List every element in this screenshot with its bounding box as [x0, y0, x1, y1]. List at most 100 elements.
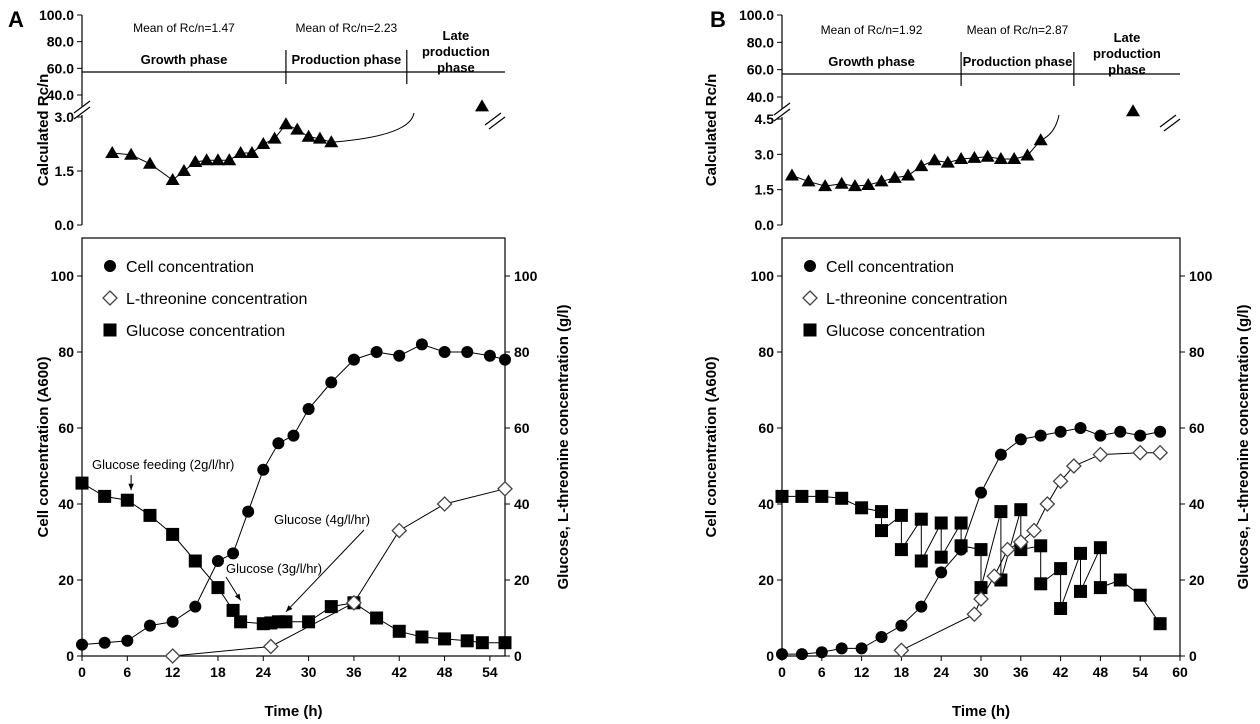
rcn-point [176, 164, 191, 176]
data-point [999, 541, 1016, 558]
data-point [1074, 422, 1087, 434]
data-point [143, 508, 157, 522]
rcn-point [210, 153, 225, 166]
y-tick-label: 0 [766, 648, 774, 664]
data-point [1054, 425, 1067, 438]
legend-marker [103, 323, 117, 337]
data-point [973, 591, 989, 607]
data-point [815, 489, 829, 503]
rcn-ytick-label: 100.0 [39, 7, 74, 23]
data-point [875, 524, 888, 538]
x-tick-label: 54 [1132, 664, 1148, 680]
rcn-point [233, 146, 248, 158]
legend: Cell concentration L-threonine concentrat… [802, 259, 1007, 340]
x-tick-label: 36 [1013, 664, 1029, 680]
data-point [1134, 429, 1147, 442]
y-tick-label: 40 [758, 496, 774, 512]
rcn-ytick-label: 3.0 [755, 146, 775, 162]
series-circle [76, 338, 511, 651]
rcn-ytick-label: 4.5 [755, 111, 775, 127]
data-point [1093, 581, 1107, 595]
data-point [1054, 602, 1068, 615]
data-point [934, 550, 948, 564]
rcn-ytick-label: 60.0 [47, 60, 74, 76]
axis-break-mark [773, 108, 791, 122]
annotation-arrow [285, 529, 365, 613]
rcn-point [967, 150, 982, 163]
legend: Cell concentration L-threonine concentrat… [102, 259, 307, 340]
data-point [894, 543, 908, 557]
rcn-ytick-label: 1.5 [55, 163, 75, 179]
data-point [475, 636, 489, 650]
data-point [483, 349, 496, 362]
data-point [835, 642, 848, 655]
x-tick-label: 12 [165, 664, 181, 680]
x-tick-label: 24 [933, 664, 949, 680]
data-point [302, 403, 315, 415]
rcn-point [222, 153, 237, 166]
rcn-point [784, 168, 799, 181]
legend-marker [104, 260, 116, 272]
y2-tick-label: 40 [514, 496, 530, 512]
panel-a: A 0.0 1.5 3.0 40.0 60.0 80.0 100.0 Calculated Rc… [8, 7, 572, 720]
legend-label: Glucose concentration [826, 323, 985, 340]
rcn-point [199, 153, 214, 166]
data-point [1014, 433, 1027, 446]
rcn-point [861, 177, 876, 190]
series-diamond [164, 480, 513, 664]
data-point [164, 648, 181, 664]
data-point [347, 353, 360, 366]
data-point [895, 619, 908, 632]
data-point [76, 638, 88, 651]
series-line [782, 495, 1161, 624]
data-point [1034, 539, 1048, 553]
y-axis-title: Cell concentration (A600) [703, 357, 720, 538]
data-point [1074, 584, 1087, 598]
rcn-ytick-label: 80.0 [47, 34, 74, 50]
arrow-head [234, 593, 241, 601]
rcn-curve [331, 112, 415, 143]
x-tick-label: 48 [437, 664, 453, 680]
y2-tick-label: 80 [514, 344, 530, 360]
data-point [994, 505, 1008, 519]
data-point [1052, 473, 1069, 490]
axis-break-mark [773, 102, 791, 116]
phase-name: Growth phase [141, 52, 228, 67]
data-point [272, 437, 285, 450]
data-point [1065, 458, 1082, 474]
series-diamond [893, 444, 1169, 659]
y2-tick-label: 0 [514, 648, 522, 664]
x-axis-title: Time (h) [264, 703, 322, 720]
rcn-point [1020, 148, 1035, 161]
data-point [392, 624, 406, 638]
series-line [782, 427, 1161, 655]
data-point [1133, 588, 1147, 602]
data-point [1152, 444, 1169, 461]
phase-name: Late production phase [422, 28, 490, 75]
rcn-ytick-label: 100.0 [739, 7, 774, 23]
data-point [120, 493, 134, 507]
data-point [1154, 425, 1167, 438]
main-chart: 0 6 12 18 24 30 36 42 48 54 0 20 40 60 80 100 0 20 40 60 80 1… [35, 237, 572, 720]
panel-letter: A [8, 7, 24, 32]
series-square [775, 489, 1167, 631]
rcn-ytick-label: 3.0 [55, 109, 75, 125]
arrow-head [285, 605, 293, 612]
rcn-point [188, 155, 203, 167]
rcn-point [301, 129, 316, 142]
data-point [121, 634, 134, 647]
y2-tick-label: 60 [1189, 420, 1205, 436]
rcn-point [142, 156, 157, 169]
main-chart: 0 6 12 18 24 30 36 42 48 54 6002040608010002040608… [703, 237, 1252, 720]
data-point [1026, 522, 1042, 539]
data-point [257, 463, 270, 476]
legend-marker [802, 290, 818, 306]
x-tick-label: 18 [210, 664, 226, 680]
data-point [955, 543, 968, 556]
phase-name: Growth phase [828, 54, 915, 69]
x-tick-label: 24 [255, 664, 271, 680]
y-tick-label: 40 [58, 496, 74, 512]
data-point [242, 505, 255, 518]
rcn-point [256, 137, 271, 149]
annotation-label: Glucose (3g/l/hr) [226, 561, 322, 576]
